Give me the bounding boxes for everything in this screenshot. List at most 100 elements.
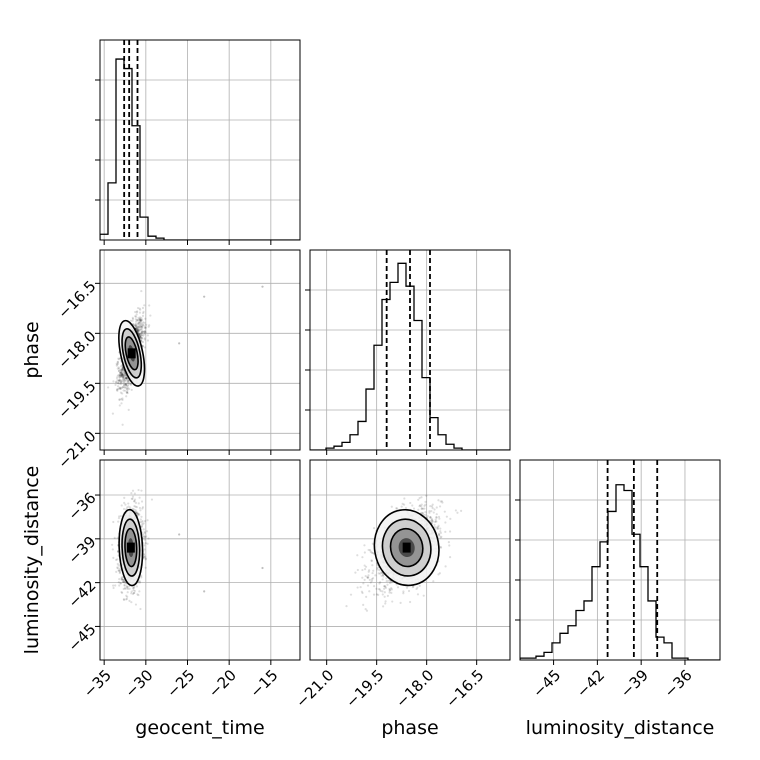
sample-point <box>138 325 141 328</box>
sample-point <box>118 378 121 381</box>
sample-point <box>132 591 135 595</box>
sample-point <box>135 324 138 327</box>
sample-point <box>426 515 429 518</box>
sample-point <box>120 370 123 373</box>
sample-point <box>117 357 120 360</box>
sample-point <box>118 369 121 373</box>
sample-point <box>380 571 383 574</box>
sample-point <box>143 304 146 307</box>
sample-point <box>424 513 427 516</box>
sample-point <box>130 601 133 604</box>
sample-point <box>381 590 384 593</box>
y-axis-label-phase: phase <box>21 321 43 378</box>
sample-point <box>142 340 145 344</box>
panel-frame <box>99 39 301 241</box>
sample-point <box>114 383 117 386</box>
sample-point <box>124 389 127 392</box>
sample-point <box>121 386 124 389</box>
sample-point <box>141 306 145 310</box>
sample-point <box>115 388 119 392</box>
sample-point <box>401 502 404 505</box>
sample-point <box>390 586 393 590</box>
sample-point <box>422 507 425 510</box>
sample-point <box>142 310 145 313</box>
x-axis-label-phase: phase <box>381 717 438 739</box>
sample-point <box>134 325 138 328</box>
sample-point <box>428 511 431 514</box>
sample-point <box>380 574 383 577</box>
sample-point <box>139 607 142 611</box>
sample-point <box>128 387 131 391</box>
sample-point <box>140 334 143 337</box>
sample-point <box>404 507 408 510</box>
sample-point <box>121 368 124 371</box>
sample-point <box>127 381 130 385</box>
sample-point <box>119 379 123 382</box>
sample-point <box>125 377 128 380</box>
sample-point <box>120 373 123 376</box>
sample-point <box>125 387 129 391</box>
sample-point <box>142 334 145 337</box>
sample-point <box>139 336 142 339</box>
sample-point <box>435 516 438 519</box>
sample-point <box>138 316 142 319</box>
sample-point <box>126 380 129 384</box>
sample-point <box>140 319 143 322</box>
sample-point <box>119 582 122 585</box>
sample-point <box>372 593 376 596</box>
sample-point <box>123 380 126 383</box>
sample-point <box>405 586 409 589</box>
sample-point <box>143 331 147 334</box>
sample-point <box>131 316 134 319</box>
sample-point <box>121 398 124 402</box>
sample-point <box>142 528 145 531</box>
plot-area <box>310 460 510 660</box>
sample-point <box>121 379 124 382</box>
x-tick-label: −30 <box>122 666 157 701</box>
sample-point <box>359 586 362 589</box>
sample-point <box>121 368 125 371</box>
sample-point <box>356 568 359 572</box>
sample-point <box>143 329 146 333</box>
sample-point <box>147 325 150 328</box>
sample-point <box>140 500 144 503</box>
sample-point <box>138 506 141 510</box>
sample-point <box>126 586 129 589</box>
sample-point <box>122 389 125 392</box>
sample-point <box>141 314 145 318</box>
sample-point <box>134 310 137 314</box>
sample-point <box>140 574 143 577</box>
sample-point <box>435 526 438 529</box>
sample-point <box>125 385 128 388</box>
sample-point <box>134 315 138 318</box>
sample-point <box>143 321 146 324</box>
sample-point <box>364 565 368 568</box>
panel-frame <box>519 459 721 661</box>
x-axis-label-geocent-time: geocent_time <box>135 717 264 739</box>
sample-point <box>140 336 143 340</box>
sample-point <box>128 587 131 590</box>
contour-line <box>121 518 141 577</box>
sample-point <box>139 320 143 323</box>
sample-point <box>123 587 127 590</box>
sample-point <box>122 371 125 374</box>
sample-point <box>140 325 143 329</box>
sample-point <box>147 537 150 540</box>
sample-point <box>420 496 423 499</box>
sample-point <box>369 550 372 553</box>
sample-point <box>425 494 428 497</box>
sample-point <box>124 377 127 380</box>
sample-point <box>122 598 126 601</box>
sample-point <box>135 511 139 515</box>
sample-point <box>428 510 431 513</box>
sample-point <box>365 609 369 612</box>
sample-point <box>421 512 424 515</box>
y-tick-label: −45 <box>64 620 99 655</box>
sample-point <box>391 600 394 603</box>
sample-point <box>143 538 146 541</box>
sample-point <box>121 372 124 375</box>
sample-point <box>443 510 446 513</box>
sample-point <box>121 373 124 376</box>
sample-point <box>119 514 122 518</box>
sample-point <box>120 372 124 375</box>
